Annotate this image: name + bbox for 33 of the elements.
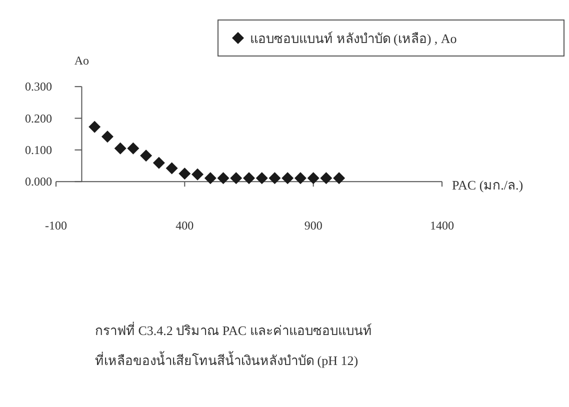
point bbox=[320, 172, 332, 184]
point bbox=[294, 172, 306, 184]
y-tick-label: 0.100 bbox=[25, 142, 52, 157]
point bbox=[333, 172, 346, 184]
y-axis-title: Ao bbox=[74, 54, 90, 68]
x-tick-label: -100 bbox=[45, 218, 67, 233]
point bbox=[243, 172, 255, 184]
point bbox=[101, 130, 114, 143]
point bbox=[217, 172, 230, 184]
point bbox=[256, 172, 268, 184]
point bbox=[114, 142, 126, 154]
y-tick-label: 0.300 bbox=[25, 80, 52, 94]
x-tick-label: 900 bbox=[304, 218, 322, 233]
point bbox=[282, 172, 294, 184]
point bbox=[140, 150, 152, 162]
point bbox=[307, 172, 320, 184]
point bbox=[88, 120, 101, 133]
y-tick-label: 0.200 bbox=[25, 111, 52, 126]
point bbox=[127, 142, 140, 154]
point bbox=[192, 168, 204, 180]
text: กราฟที่ C3.4.2 ปริมาณ PAC และค่าแอบซอบแบนท์ bbox=[95, 322, 372, 338]
point bbox=[204, 172, 216, 184]
point bbox=[152, 156, 165, 169]
point bbox=[268, 172, 281, 184]
point bbox=[230, 172, 242, 184]
x-tick-label: 1400 bbox=[430, 218, 454, 233]
y-tick-label: 0.000 bbox=[25, 174, 52, 189]
text: ที่เหลือของน้ำเสียโทนสีน้ำเงินหลังบำบัด (pH 12) bbox=[95, 351, 358, 368]
x-axis-title: PAC (มก./ล.) bbox=[452, 178, 524, 193]
x-tick-label: 400 bbox=[176, 218, 194, 233]
legend-label: แอบซอบแบนท์ หลังบำบัด (เหลือ) , Ao bbox=[250, 31, 457, 46]
point bbox=[178, 168, 191, 180]
point bbox=[166, 162, 178, 174]
